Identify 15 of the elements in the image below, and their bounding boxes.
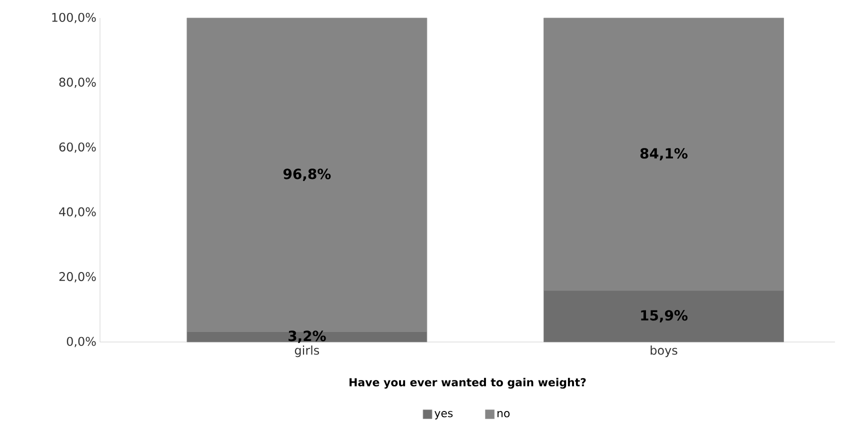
x-tick-label: girls bbox=[294, 346, 320, 358]
x-tick-label: boys bbox=[650, 346, 678, 358]
y-tick-label: 40,0% bbox=[59, 207, 96, 218]
y-tick-label: 100,0% bbox=[52, 13, 96, 24]
legend-label: no bbox=[498, 411, 510, 418]
data-label: 15,9% bbox=[641, 310, 688, 323]
y-tick-label: 80,0% bbox=[59, 78, 96, 88]
data-label: 84,1% bbox=[640, 148, 688, 161]
y-tick-label: 20,0% bbox=[59, 272, 96, 283]
data-label: 3,2% bbox=[288, 330, 326, 344]
legend-label: yes bbox=[434, 411, 453, 420]
x-axis-title: Have you ever wanted to gain weight? bbox=[350, 378, 586, 389]
y-tick-label: 0,0% bbox=[66, 337, 96, 348]
y-tick-label: 60,0% bbox=[59, 142, 96, 153]
data-label: 96,8% bbox=[283, 168, 331, 182]
